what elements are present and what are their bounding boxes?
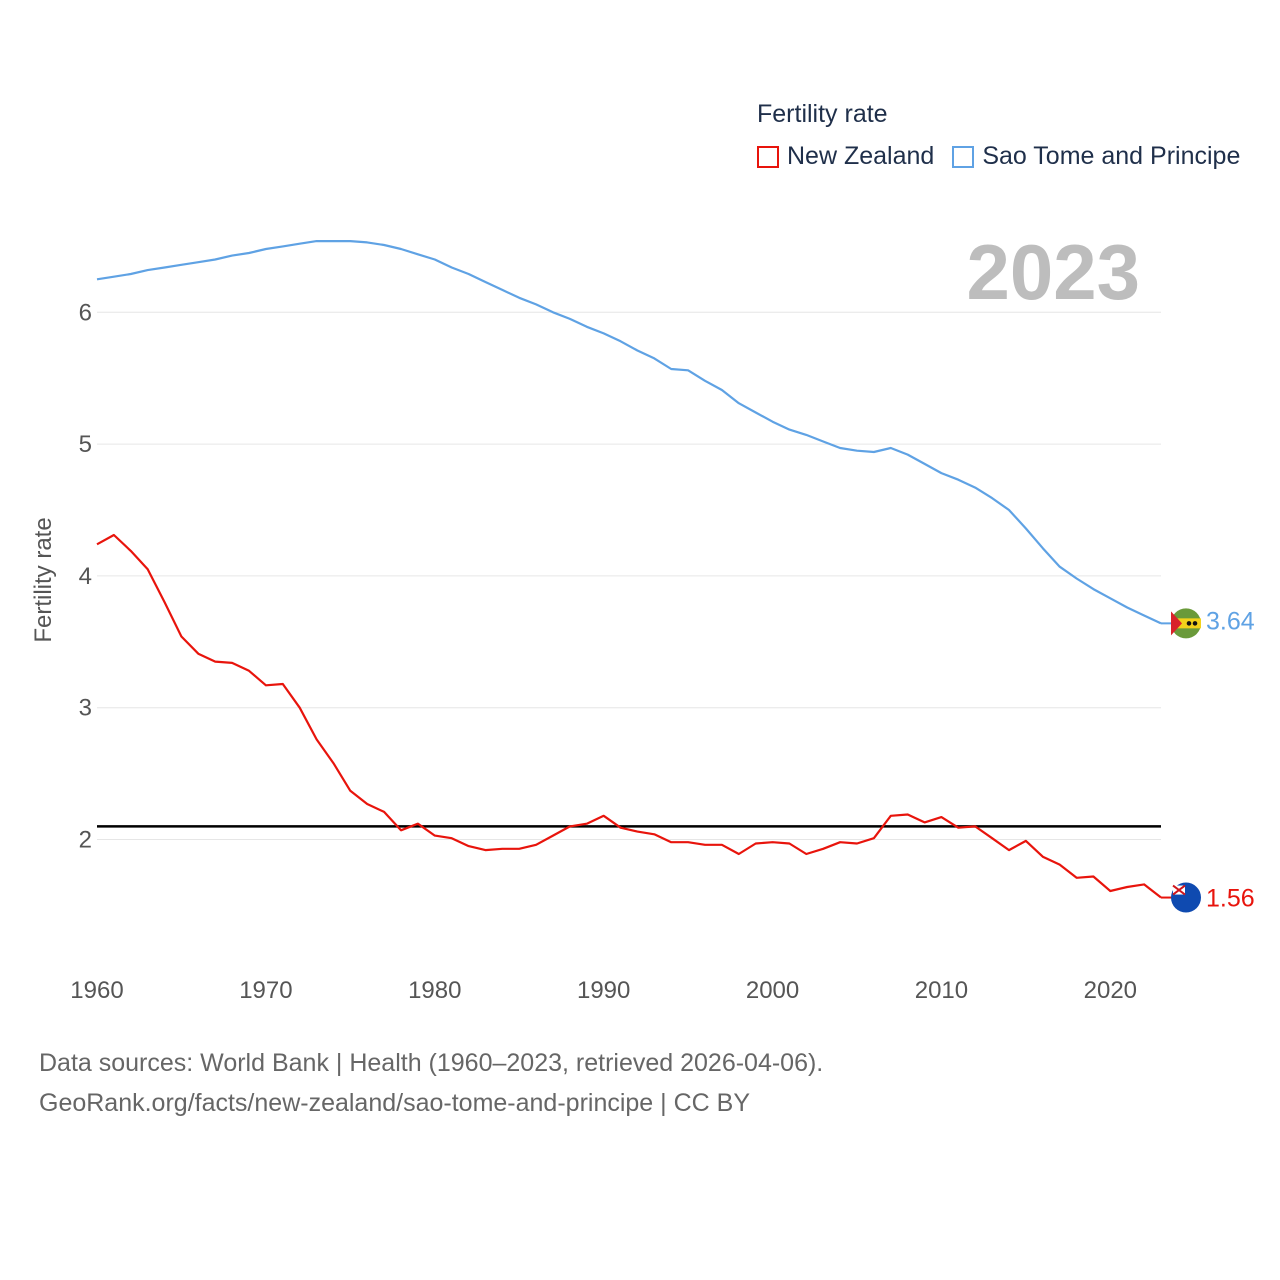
flag-icon-new-zealand	[1171, 882, 1201, 913]
legend-item-sao-tome[interactable]: Sao Tome and Principe	[952, 142, 1240, 171]
legend-item-new-zealand[interactable]: New Zealand	[757, 142, 934, 171]
flag-band-sao-tome-and-principe	[1171, 618, 1201, 629]
flag-star-2-sao-tome-and-principe	[1192, 621, 1198, 626]
legend-swatch-sao-tome	[952, 145, 975, 168]
flag-star-1-sao-tome-and-principe	[1186, 621, 1192, 626]
flag-icon-sao-tome-and-principe	[1171, 608, 1201, 639]
y-tick-label-4: 4	[79, 563, 92, 590]
flag-cross-new-zealand	[1172, 884, 1186, 896]
end-markers: 1.56 3.64	[1161, 607, 1255, 913]
legend-swatch-new-zealand	[757, 145, 779, 168]
y-axis-label: Fertility rate	[30, 517, 57, 642]
legend-title: Fertility rate	[757, 100, 888, 128]
series-group	[96, 240, 1162, 899]
legend: New Zealand Sao Tome and Principe	[757, 142, 1258, 171]
x-tick-label-2000: 2000	[746, 977, 799, 1004]
end-value-label-sao-tome-and-principe: 3.64	[1206, 607, 1255, 635]
source-line-2[interactable]: GeoRank.org/facts/new-zealand/sao-tome-a…	[39, 1089, 750, 1117]
source-note: Data sources: World Bank | Health (1960–…	[39, 1043, 823, 1123]
y-tick-label-6: 6	[79, 299, 92, 326]
x-tick-label-2020: 2020	[1084, 977, 1137, 1004]
y-tick-label-5: 5	[79, 431, 92, 458]
flag-triangle-sao-tome-and-principe	[1171, 611, 1182, 636]
end-value-label-new-zealand: 1.56	[1206, 885, 1255, 913]
series-line-new-zealand[interactable]	[96, 533, 1162, 899]
x-tick-label-1980: 1980	[408, 977, 461, 1004]
x-tick-label-1960: 1960	[70, 977, 123, 1004]
year-label: 2023	[966, 228, 1140, 316]
legend-label-new-zealand: New Zealand	[787, 142, 935, 170]
fertility-chart: 2 3 4 5 6 1960 1970 1980 1990 2000 2010 2020 2023 F…	[30, 228, 1255, 1004]
series-line-sao-tome-and-principe[interactable]	[96, 240, 1162, 625]
legend-label-sao-tome: Sao Tome and Principe	[982, 142, 1241, 170]
grid: 2 3 4 5 6 1960 1970 1980 1990 2000 2010 2020	[70, 299, 1161, 1004]
y-tick-label-3: 3	[79, 695, 92, 722]
x-tick-label-1990: 1990	[577, 977, 630, 1004]
x-tick-label-1970: 1970	[239, 977, 292, 1004]
x-tick-label-2010: 2010	[915, 977, 968, 1004]
source-line-1: Data sources: World Bank | Health (1960–…	[39, 1049, 824, 1077]
y-tick-label-2: 2	[79, 827, 92, 854]
